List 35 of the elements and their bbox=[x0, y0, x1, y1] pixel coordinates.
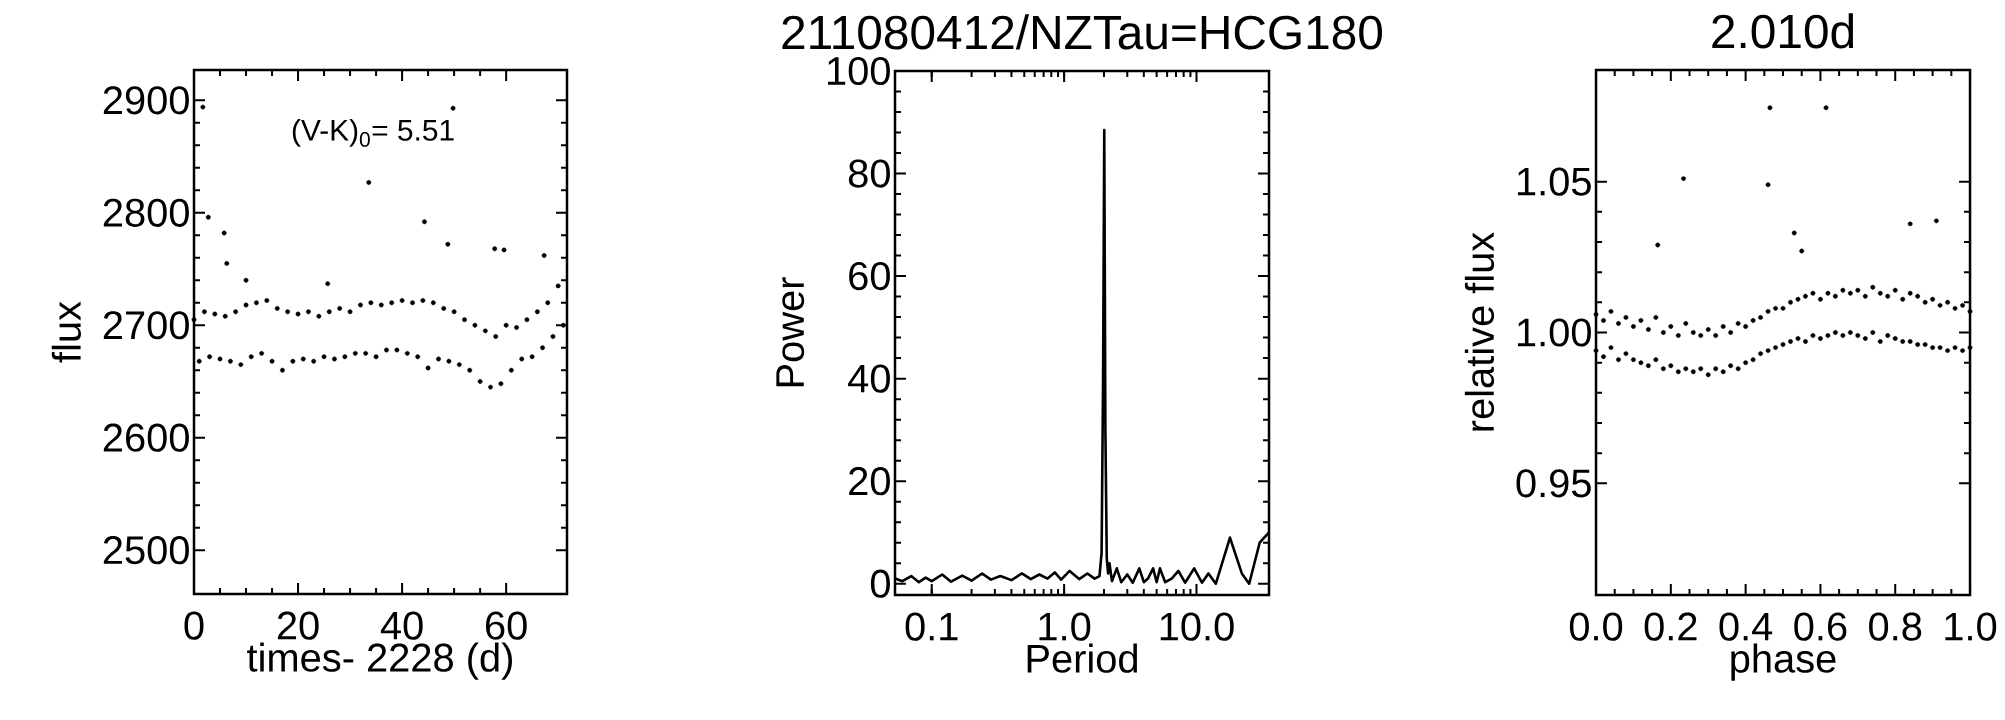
y-tick-label: 2800 bbox=[103, 198, 189, 227]
x-tick-label: 0.8 bbox=[1869, 612, 1922, 641]
y-tick-label: 1.00 bbox=[1517, 318, 1591, 347]
chart-title: 211080412/NZTau=HCG180 bbox=[782, 14, 1383, 50]
y-tick-label: 0 bbox=[870, 569, 890, 598]
y-tick-label: 0.95 bbox=[1516, 469, 1591, 498]
x-tick-label: 0.4 bbox=[1719, 612, 1773, 641]
x-tick-label: 0.6 bbox=[1794, 612, 1847, 641]
x-tick-label: 1.0 bbox=[1039, 612, 1091, 641]
y-tick-label: 80 bbox=[848, 159, 890, 188]
y-tick-label: 2500 bbox=[103, 536, 189, 565]
x-tick-label: 40 bbox=[380, 611, 423, 640]
y-tick-label: 20 bbox=[849, 467, 890, 496]
x-axis-title: Period bbox=[1027, 643, 1138, 673]
y-tick-label: 1.05 bbox=[1517, 167, 1591, 196]
x-tick-label: 0.1 bbox=[905, 612, 958, 641]
x-tick-label: 20 bbox=[277, 611, 319, 640]
x-axis-title: times- 2228 (d) bbox=[247, 642, 512, 680]
y-tick-label: 40 bbox=[848, 364, 890, 393]
x-tick-label: 60 bbox=[485, 611, 527, 640]
x-axis-title: phase bbox=[1731, 643, 1836, 681]
y-tick-label: 100 bbox=[828, 56, 890, 86]
y-tick-label: 2600 bbox=[103, 423, 189, 452]
annotation: (V-K)$_{0}$= 5.51 bbox=[292, 118, 454, 147]
y-axis-title: flux bbox=[51, 301, 81, 363]
x-tick-label: 10.0 bbox=[1160, 612, 1234, 641]
y-tick-label: 2900 bbox=[103, 86, 189, 115]
chart-title: 2.010d bbox=[1712, 13, 1854, 49]
x-tick-label: 0.0 bbox=[1569, 612, 1623, 641]
y-axis-title: Power bbox=[776, 277, 805, 387]
y-tick-label: 60 bbox=[849, 261, 890, 291]
x-tick-label: 1.0 bbox=[1945, 612, 1997, 641]
x-tick-label: 0.2 bbox=[1644, 612, 1697, 641]
y-tick-label: 2700 bbox=[103, 311, 189, 340]
y-axis-title: relative flux bbox=[1464, 232, 1495, 431]
